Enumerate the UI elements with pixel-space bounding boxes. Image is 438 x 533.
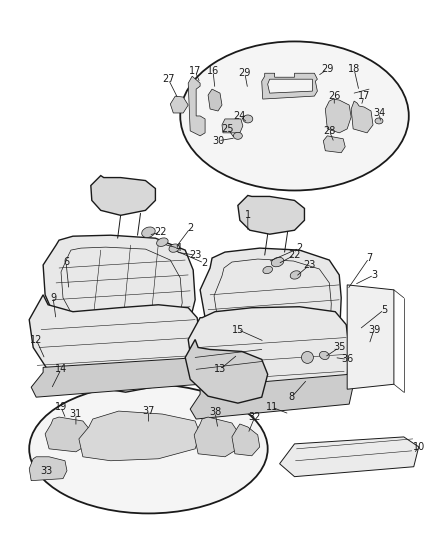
Polygon shape	[170, 96, 188, 113]
Text: 37: 37	[142, 406, 155, 416]
Text: 34: 34	[373, 108, 385, 118]
Text: 36: 36	[341, 354, 353, 365]
Text: 7: 7	[366, 253, 372, 263]
Ellipse shape	[263, 266, 272, 273]
Ellipse shape	[157, 238, 168, 246]
Polygon shape	[190, 374, 354, 419]
Text: 16: 16	[207, 66, 219, 76]
Ellipse shape	[243, 115, 253, 123]
Text: 2: 2	[201, 258, 207, 268]
Polygon shape	[91, 175, 155, 215]
Text: 2: 2	[297, 243, 303, 253]
Text: 33: 33	[40, 466, 52, 475]
Polygon shape	[232, 424, 260, 456]
Polygon shape	[262, 73, 318, 99]
Polygon shape	[185, 340, 268, 403]
Text: 1: 1	[245, 211, 251, 220]
Ellipse shape	[180, 42, 409, 190]
Text: 18: 18	[348, 64, 360, 74]
Text: 17: 17	[189, 66, 201, 76]
Text: 14: 14	[55, 365, 67, 374]
Polygon shape	[194, 417, 240, 457]
Polygon shape	[45, 417, 91, 452]
Ellipse shape	[319, 351, 329, 360]
Text: 13: 13	[214, 365, 226, 374]
Ellipse shape	[375, 118, 383, 124]
Text: 19: 19	[55, 402, 67, 412]
Text: 35: 35	[333, 343, 346, 352]
Text: 15: 15	[232, 325, 244, 335]
Text: 5: 5	[381, 305, 387, 314]
Polygon shape	[200, 248, 341, 365]
Text: 24: 24	[234, 111, 246, 121]
Polygon shape	[347, 285, 394, 389]
Polygon shape	[29, 457, 67, 481]
Ellipse shape	[142, 227, 155, 238]
Text: 27: 27	[162, 74, 175, 84]
Text: 2: 2	[187, 223, 193, 233]
Text: 17: 17	[358, 91, 370, 101]
Text: 38: 38	[209, 407, 221, 417]
Text: 11: 11	[265, 402, 278, 412]
Text: 29: 29	[239, 68, 251, 78]
Ellipse shape	[272, 257, 284, 267]
Ellipse shape	[29, 384, 268, 513]
Polygon shape	[188, 307, 349, 409]
Polygon shape	[188, 76, 205, 136]
Text: 12: 12	[30, 335, 42, 344]
Text: 22: 22	[288, 250, 301, 260]
Polygon shape	[208, 89, 222, 111]
Text: 4: 4	[175, 243, 181, 253]
Text: 9: 9	[50, 293, 56, 303]
Text: 39: 39	[368, 325, 380, 335]
Text: 3: 3	[371, 270, 377, 280]
Polygon shape	[79, 411, 200, 461]
Polygon shape	[351, 101, 373, 133]
Polygon shape	[268, 79, 312, 93]
Ellipse shape	[290, 271, 301, 279]
Ellipse shape	[233, 132, 242, 139]
Text: 30: 30	[212, 136, 224, 146]
Text: 25: 25	[222, 124, 234, 134]
Polygon shape	[279, 437, 419, 477]
Text: 23: 23	[189, 250, 201, 260]
Polygon shape	[222, 119, 243, 133]
Polygon shape	[43, 235, 195, 354]
Text: 10: 10	[413, 442, 425, 452]
Text: 28: 28	[323, 126, 336, 136]
Polygon shape	[323, 136, 345, 153]
Ellipse shape	[169, 244, 180, 252]
Text: 31: 31	[70, 409, 82, 419]
Text: 6: 6	[63, 257, 69, 267]
Text: 22: 22	[154, 227, 166, 237]
Polygon shape	[31, 358, 205, 397]
Polygon shape	[325, 99, 351, 133]
Polygon shape	[238, 196, 304, 234]
Polygon shape	[29, 295, 200, 392]
Text: 32: 32	[249, 412, 261, 422]
Text: 26: 26	[328, 91, 340, 101]
Ellipse shape	[301, 351, 314, 364]
Text: 29: 29	[321, 64, 333, 74]
Text: 23: 23	[303, 260, 316, 270]
Text: 8: 8	[289, 392, 295, 402]
